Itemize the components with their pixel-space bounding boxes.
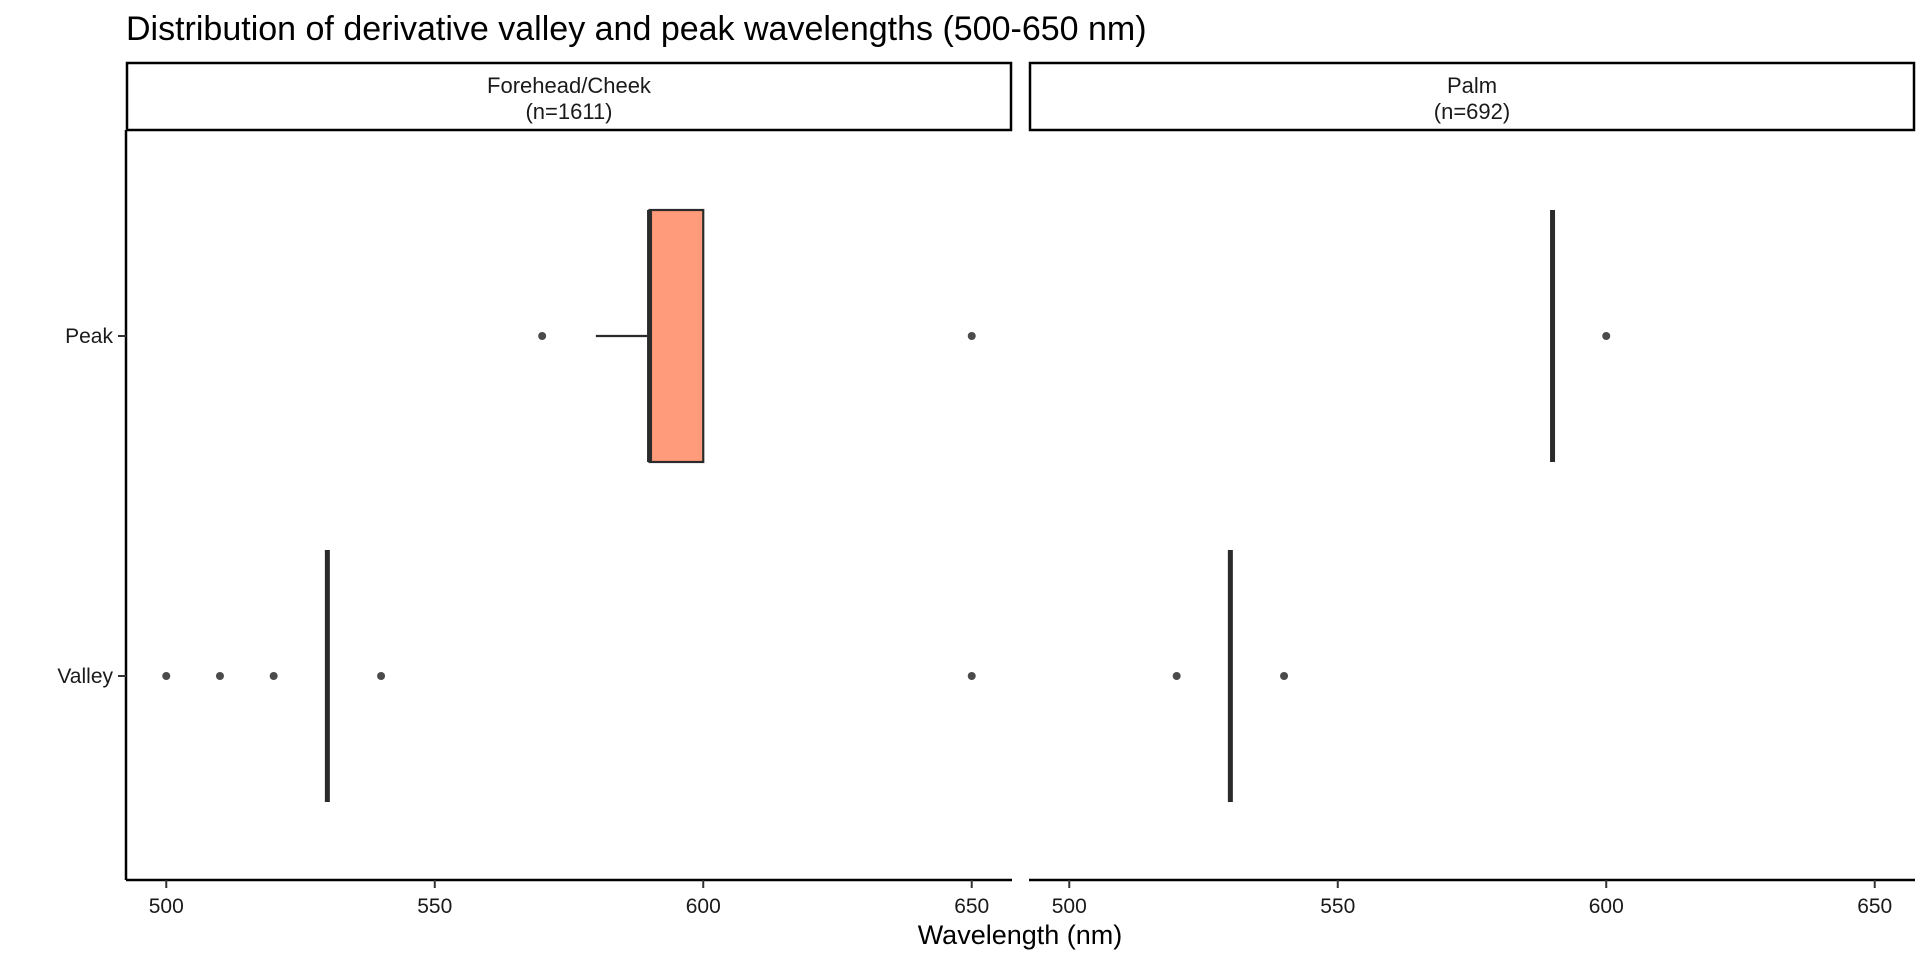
facet-strip-label: Palm bbox=[1447, 73, 1497, 98]
outlier-point bbox=[269, 672, 278, 680]
facet-strip-count: (n=1611) bbox=[525, 99, 612, 124]
y-tick-label: Peak bbox=[65, 325, 113, 348]
x-axis-title: Wavelength (nm) bbox=[918, 920, 1123, 950]
outlier-point bbox=[215, 672, 224, 680]
box-iqr bbox=[648, 208, 705, 464]
outlier-point bbox=[1172, 672, 1181, 680]
boxplot-valley bbox=[1172, 550, 1289, 802]
outlier-point bbox=[377, 672, 386, 680]
x-tick-label: 600 bbox=[1589, 895, 1624, 918]
facet-panel-1: Forehead/Cheek(n=1611) 500 550 600 650 bbox=[124, 61, 1013, 918]
facet-panel-2: Palm(n=692) 500 550 600 650 bbox=[1028, 61, 1916, 918]
x-tick-label: 500 bbox=[1052, 895, 1087, 918]
x-tick-label: 650 bbox=[954, 895, 989, 918]
outlier-point bbox=[967, 332, 976, 340]
facet-strip-label: Forehead/Cheek bbox=[487, 73, 652, 98]
outlier-point bbox=[538, 332, 547, 340]
chart-title: Distribution of derivative valley and pe… bbox=[126, 10, 1147, 48]
y-axis: Peak Valley bbox=[57, 325, 126, 688]
facet-strip-count: (n=692) bbox=[1434, 99, 1510, 124]
facet-strip bbox=[125, 61, 1013, 132]
facet-panels: Forehead/Cheek(n=1611)500 550 600 650Palm(n… bbox=[124, 61, 1916, 918]
outlier-point bbox=[1280, 672, 1289, 680]
outlier-point bbox=[162, 672, 171, 680]
y-tick-label: Valley bbox=[57, 665, 113, 688]
boxplot-peak bbox=[538, 208, 976, 464]
facet-strip bbox=[1028, 61, 1916, 132]
outlier-point bbox=[967, 672, 976, 680]
x-tick-label: 650 bbox=[1857, 895, 1892, 918]
outlier-point bbox=[1602, 332, 1611, 340]
x-tick-label: 550 bbox=[417, 895, 452, 918]
x-tick-label: 550 bbox=[1320, 895, 1355, 918]
x-tick-label: 500 bbox=[149, 895, 184, 918]
boxplot-peak bbox=[1550, 210, 1611, 462]
x-tick-label: 600 bbox=[686, 895, 721, 918]
boxplot-valley bbox=[162, 550, 976, 802]
